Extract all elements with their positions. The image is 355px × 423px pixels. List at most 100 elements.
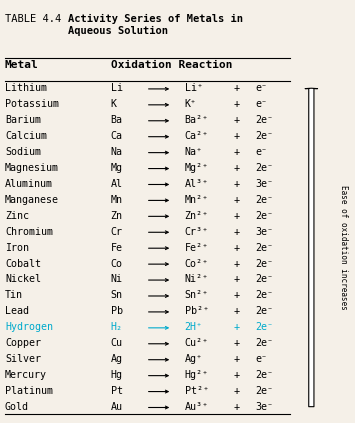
Text: Tin: Tin [5, 291, 23, 300]
Text: e⁻: e⁻ [255, 354, 267, 364]
Text: +: + [234, 338, 240, 348]
Text: Mn²⁺: Mn²⁺ [185, 195, 208, 205]
Text: Zinc: Zinc [5, 211, 29, 221]
Text: 2e⁻: 2e⁻ [255, 338, 273, 348]
Text: Mercury: Mercury [5, 370, 47, 380]
Text: Sodium: Sodium [5, 147, 41, 157]
Text: +: + [234, 131, 240, 141]
Text: +: + [234, 243, 240, 253]
Text: Zn: Zn [110, 211, 122, 221]
Text: Ca: Ca [110, 131, 122, 141]
Text: 2e⁻: 2e⁻ [255, 275, 273, 285]
Text: Cu: Cu [110, 338, 122, 348]
Text: e⁻: e⁻ [255, 99, 267, 109]
Text: Gold: Gold [5, 402, 29, 412]
Text: +: + [234, 227, 240, 237]
Text: Ag⁺: Ag⁺ [185, 354, 203, 364]
Text: K⁺: K⁺ [185, 99, 197, 109]
Text: Manganese: Manganese [5, 195, 59, 205]
Text: Barium: Barium [5, 115, 41, 125]
Text: Zn²⁺: Zn²⁺ [185, 211, 208, 221]
Text: 2e⁻: 2e⁻ [255, 131, 273, 141]
Text: Magnesium: Magnesium [5, 163, 59, 173]
Text: 2e⁻: 2e⁻ [255, 211, 273, 221]
Text: 2e⁻: 2e⁻ [255, 243, 273, 253]
Text: Iron: Iron [5, 243, 29, 253]
Text: 3e⁻: 3e⁻ [255, 179, 273, 189]
Text: Li⁺: Li⁺ [185, 83, 203, 93]
Text: Cu²⁺: Cu²⁺ [185, 338, 208, 348]
Text: 3e⁻: 3e⁻ [255, 227, 273, 237]
Text: Activity Series of Metals in
Aqueous Solution: Activity Series of Metals in Aqueous Sol… [68, 14, 243, 36]
Text: Sn²⁺: Sn²⁺ [185, 291, 208, 300]
Text: Copper: Copper [5, 338, 41, 348]
Text: Au: Au [110, 402, 122, 412]
Text: Na: Na [110, 147, 122, 157]
Text: Pt²⁺: Pt²⁺ [185, 386, 208, 396]
Text: +: + [234, 291, 240, 300]
Text: Co: Co [110, 258, 122, 269]
Text: Hg: Hg [110, 370, 122, 380]
Text: Cr: Cr [110, 227, 122, 237]
Text: +: + [234, 306, 240, 316]
Text: Pb²⁺: Pb²⁺ [185, 306, 208, 316]
Text: +: + [234, 370, 240, 380]
Text: Ca²⁺: Ca²⁺ [185, 131, 208, 141]
Text: H₂: H₂ [110, 322, 122, 332]
Text: +: + [234, 179, 240, 189]
Text: Mg²⁺: Mg²⁺ [185, 163, 208, 173]
Text: +: + [234, 163, 240, 173]
Text: Hg²⁺: Hg²⁺ [185, 370, 208, 380]
Text: +: + [234, 211, 240, 221]
Text: Ease of oxidation increases: Ease of oxidation increases [339, 185, 348, 310]
Text: 3e⁻: 3e⁻ [255, 402, 273, 412]
Text: Ni²⁺: Ni²⁺ [185, 275, 208, 285]
Text: Chromium: Chromium [5, 227, 53, 237]
Text: Pb: Pb [110, 306, 122, 316]
Text: Silver: Silver [5, 354, 41, 364]
Text: 2H⁺: 2H⁺ [185, 322, 203, 332]
Text: Cr³⁺: Cr³⁺ [185, 227, 208, 237]
Text: Mg: Mg [110, 163, 122, 173]
Text: 2e⁻: 2e⁻ [255, 322, 273, 332]
Text: +: + [234, 99, 240, 109]
Text: Metal: Metal [5, 60, 39, 70]
Text: Potassium: Potassium [5, 99, 59, 109]
Text: Fe²⁺: Fe²⁺ [185, 243, 208, 253]
Text: Pt: Pt [110, 386, 122, 396]
Text: +: + [234, 386, 240, 396]
Text: +: + [234, 115, 240, 125]
Text: +: + [234, 322, 240, 332]
Text: e⁻: e⁻ [255, 83, 267, 93]
Text: Sn: Sn [110, 291, 122, 300]
Text: 2e⁻: 2e⁻ [255, 306, 273, 316]
Text: 2e⁻: 2e⁻ [255, 386, 273, 396]
Text: Platinum: Platinum [5, 386, 53, 396]
Text: Ba²⁺: Ba²⁺ [185, 115, 208, 125]
Text: Li: Li [110, 83, 122, 93]
Text: Ag: Ag [110, 354, 122, 364]
Text: Calcium: Calcium [5, 131, 47, 141]
Text: 2e⁻: 2e⁻ [255, 258, 273, 269]
Text: Al³⁺: Al³⁺ [185, 179, 208, 189]
Text: e⁻: e⁻ [255, 147, 267, 157]
Text: TABLE 4.4: TABLE 4.4 [5, 14, 61, 24]
Text: K: K [110, 99, 116, 109]
Text: 2e⁻: 2e⁻ [255, 115, 273, 125]
Text: Hydrogen: Hydrogen [5, 322, 53, 332]
Text: Mn: Mn [110, 195, 122, 205]
Text: Nickel: Nickel [5, 275, 41, 285]
Text: 2e⁻: 2e⁻ [255, 291, 273, 300]
Text: +: + [234, 195, 240, 205]
Text: Oxidation Reaction: Oxidation Reaction [110, 60, 232, 70]
Text: Lead: Lead [5, 306, 29, 316]
Text: +: + [234, 354, 240, 364]
Text: +: + [234, 275, 240, 285]
Text: Co²⁺: Co²⁺ [185, 258, 208, 269]
Text: +: + [234, 402, 240, 412]
Text: Fe: Fe [110, 243, 122, 253]
Text: Al: Al [110, 179, 122, 189]
Text: 2e⁻: 2e⁻ [255, 370, 273, 380]
Text: 2e⁻: 2e⁻ [255, 163, 273, 173]
Text: Cobalt: Cobalt [5, 258, 41, 269]
